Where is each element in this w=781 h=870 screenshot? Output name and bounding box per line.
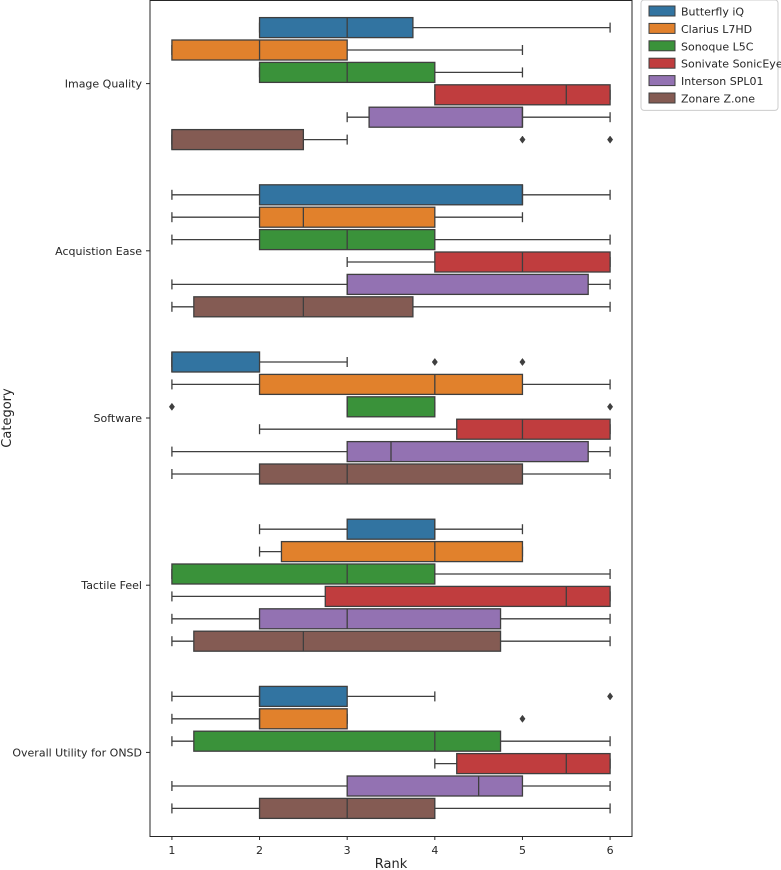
box-2-3 bbox=[258, 418, 611, 440]
box-4-0 bbox=[171, 685, 614, 708]
legend-entry-label: Butterfly iQ bbox=[681, 6, 744, 19]
legend-swatch bbox=[648, 75, 676, 87]
box-iqr bbox=[171, 128, 305, 151]
y-category-label: Image Quality bbox=[65, 78, 143, 91]
legend-swatch bbox=[648, 5, 676, 17]
box-1-0 bbox=[171, 184, 611, 206]
box-iqr bbox=[346, 518, 436, 540]
box-iqr bbox=[258, 373, 524, 396]
box-iqr bbox=[346, 396, 436, 418]
y-category-label: Acquistion Ease bbox=[55, 245, 142, 258]
box-iqr bbox=[258, 608, 502, 630]
box-3-3 bbox=[171, 585, 611, 608]
y-axis-title: Category bbox=[0, 388, 15, 448]
legend-entry-label: Zonare Z.one bbox=[681, 93, 755, 106]
box-iqr bbox=[258, 206, 436, 228]
box-0-1 bbox=[171, 39, 524, 61]
legend-swatch bbox=[648, 92, 676, 104]
box-3-2 bbox=[171, 563, 611, 585]
box-4-5 bbox=[171, 797, 611, 820]
box-iqr bbox=[368, 106, 524, 128]
box-iqr bbox=[280, 540, 524, 563]
box-1-4 bbox=[171, 273, 611, 296]
x-tick-label: 5 bbox=[519, 844, 526, 857]
x-tick-label: 6 bbox=[607, 844, 614, 857]
box-iqr bbox=[193, 630, 502, 652]
box-series bbox=[168, 16, 614, 820]
box-3-5 bbox=[171, 630, 611, 652]
legend-entry-label: Clarius L7HD bbox=[681, 23, 752, 36]
flier-point bbox=[519, 135, 526, 144]
box-iqr bbox=[324, 585, 611, 608]
box-iqr bbox=[258, 708, 348, 730]
box-2-1 bbox=[171, 373, 611, 396]
box-2-5 bbox=[171, 463, 611, 485]
x-axis-title: Rank bbox=[375, 857, 408, 870]
box-4-3 bbox=[434, 752, 611, 775]
box-iqr bbox=[193, 730, 502, 752]
y-axis-category-labels: Image Quality Acquistion Ease Software Tact… bbox=[12, 78, 150, 759]
legend-swatch bbox=[648, 57, 676, 69]
box-iqr bbox=[456, 418, 611, 440]
box-1-1 bbox=[171, 206, 524, 228]
y-category-label: Overall Utility for ONSD bbox=[12, 746, 142, 759]
box-iqr bbox=[258, 16, 414, 39]
box-iqr bbox=[346, 440, 589, 463]
box-iqr bbox=[171, 563, 436, 585]
box-1-3 bbox=[346, 251, 611, 273]
x-tick-label: 2 bbox=[256, 844, 263, 857]
box-2-2 bbox=[168, 396, 614, 418]
box-0-0 bbox=[258, 16, 611, 39]
x-axis-ticks: 1 2 3 4 5 6 bbox=[168, 836, 614, 857]
box-iqr bbox=[258, 184, 524, 206]
box-2-4 bbox=[171, 440, 611, 463]
box-iqr bbox=[258, 463, 524, 485]
x-tick-label: 4 bbox=[431, 844, 438, 857]
flier-point bbox=[431, 357, 438, 367]
box-0-4 bbox=[346, 106, 611, 128]
box-4-4 bbox=[171, 775, 611, 797]
legend-entry-label: Interson SPL01 bbox=[681, 75, 764, 88]
legend-swatch bbox=[648, 22, 676, 34]
box-iqr bbox=[258, 685, 348, 708]
flier-point bbox=[519, 357, 526, 367]
x-tick-label: 3 bbox=[344, 844, 351, 857]
flier-point bbox=[607, 402, 614, 411]
box-4-1 bbox=[171, 708, 526, 730]
box-0-5 bbox=[171, 128, 614, 151]
box-0-3 bbox=[434, 84, 611, 106]
box-1-2 bbox=[171, 228, 611, 251]
box-iqr bbox=[346, 273, 589, 296]
x-tick-label: 1 bbox=[168, 844, 175, 857]
flier-point bbox=[168, 402, 175, 411]
box-iqr bbox=[171, 351, 261, 373]
box-iqr bbox=[434, 84, 611, 106]
box-3-4 bbox=[171, 608, 611, 630]
box-3-1 bbox=[258, 540, 524, 563]
legend-swatch bbox=[648, 40, 676, 52]
legend-entry-label: Sonoque L5C bbox=[681, 40, 754, 53]
legend: Butterfly iQ Clarius L7HD Sonoque L5C Soniv… bbox=[640, 0, 781, 111]
box-iqr bbox=[346, 775, 524, 797]
box-4-2 bbox=[171, 730, 611, 752]
flier-point bbox=[519, 714, 526, 723]
y-category-label: Tactile Feel bbox=[80, 579, 142, 592]
y-category-label: Software bbox=[94, 412, 143, 425]
box-3-0 bbox=[258, 518, 524, 540]
box-2-0 bbox=[171, 351, 526, 373]
box-iqr bbox=[456, 752, 611, 775]
legend-entry-label: Sonivate SonicEye bbox=[681, 58, 781, 71]
box-0-2 bbox=[258, 61, 524, 84]
flier-point bbox=[607, 135, 614, 144]
box-1-5 bbox=[171, 296, 611, 318]
flier-point bbox=[607, 692, 614, 701]
